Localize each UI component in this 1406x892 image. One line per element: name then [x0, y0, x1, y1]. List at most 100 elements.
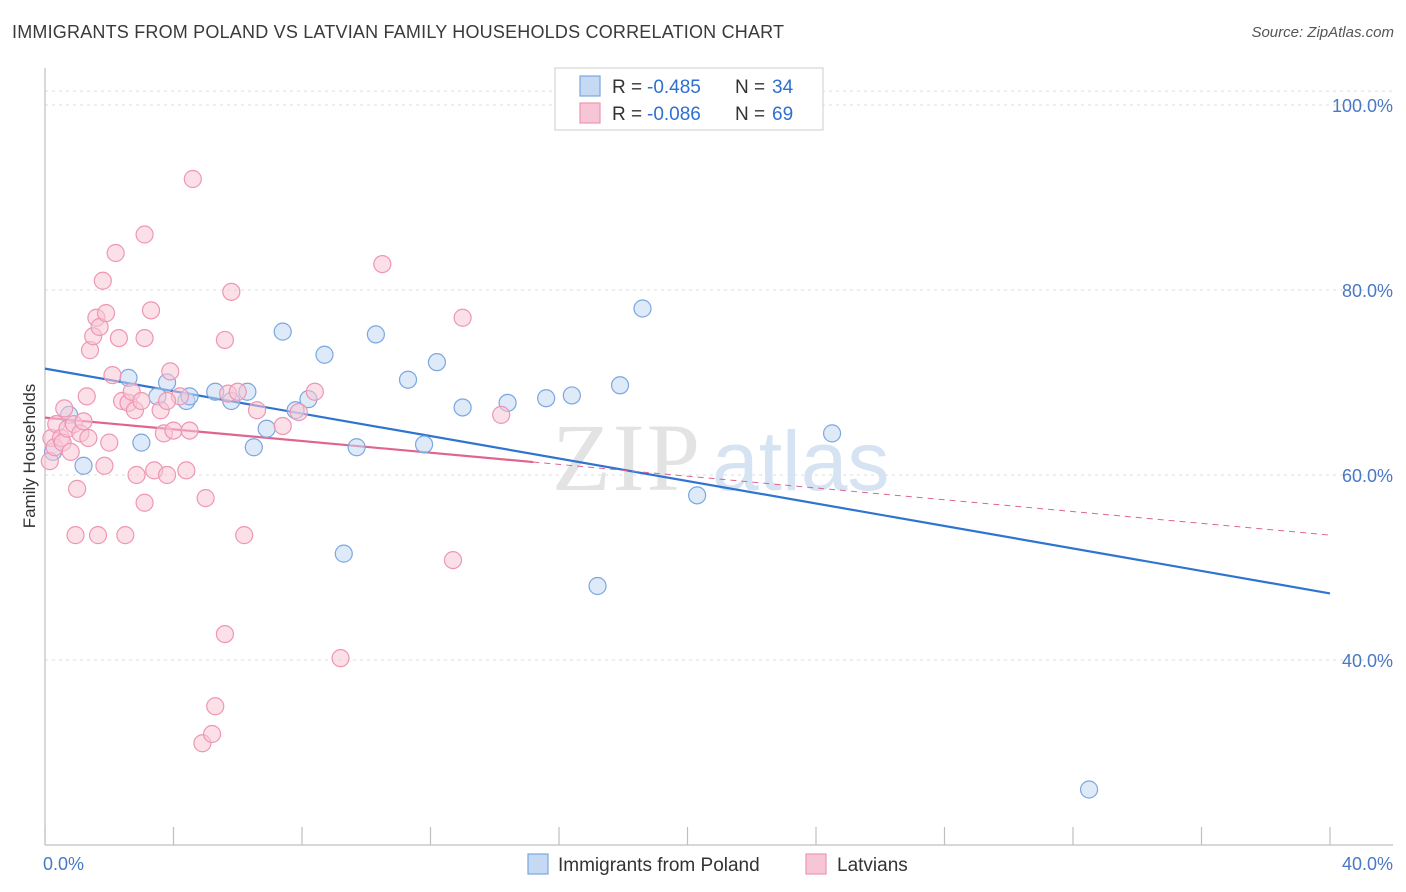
point-series1-42 [157, 465, 177, 485]
watermark: ZIP atlas [552, 404, 889, 511]
point-series0-21 [398, 370, 418, 389]
y-tick-label-1: 80.0% [1342, 281, 1393, 301]
point-series0-13 [257, 419, 276, 438]
point-series0-30 [633, 299, 652, 318]
point-series0-4 [132, 433, 151, 452]
bottom-legend-swatch-poland [527, 853, 549, 875]
y-tick-label-2: 60.0% [1342, 466, 1393, 486]
y-tick-label-0: 100.0% [1332, 96, 1393, 116]
point-series1-24 [100, 433, 119, 452]
point-series0-32 [822, 424, 842, 443]
point-series1-56 [222, 282, 241, 301]
point-series1-68 [157, 391, 177, 411]
point-series0-14 [273, 322, 292, 341]
point-series0-12 [244, 438, 263, 457]
point-series0-2 [74, 456, 93, 475]
point-series1-14 [77, 387, 96, 406]
point-series0-27 [562, 386, 581, 405]
point-series1-29 [116, 526, 135, 545]
point-series1-52 [206, 697, 225, 716]
point-series1-50 [196, 489, 215, 508]
watermark-zip: ZIP [552, 404, 702, 511]
point-series1-66 [453, 308, 472, 327]
point-series1-60 [273, 416, 292, 436]
x-tick-label-1: 40.0% [1342, 854, 1393, 874]
y-tick-label-3: 40.0% [1342, 651, 1393, 671]
point-series1-34 [132, 391, 151, 411]
point-series1-53 [215, 624, 234, 644]
point-series1-23 [96, 304, 116, 323]
point-series1-19 [88, 526, 108, 545]
legend-r-value-2: -0.086 [647, 104, 701, 125]
point-series1-43 [161, 362, 180, 381]
trend-line-dashed-1 [533, 461, 1331, 536]
point-series1-47 [180, 421, 199, 440]
legend-swatch-latvians [579, 102, 601, 124]
point-series1-21 [93, 271, 112, 290]
point-series0-22 [414, 435, 434, 454]
legend-r-value-1: -0.485 [647, 77, 701, 98]
bottom-legend-swatch-latvians [805, 853, 827, 875]
watermark-atlas: atlas [712, 414, 889, 508]
point-series1-58 [235, 526, 254, 545]
point-series1-67 [492, 405, 511, 424]
point-series0-31 [688, 486, 707, 505]
point-series1-6 [55, 399, 74, 418]
point-series1-62 [305, 382, 324, 401]
y-tick-labels: 100.0% 80.0% 60.0% 40.0% [1332, 96, 1393, 671]
point-series0-23 [427, 353, 447, 372]
point-series1-10 [68, 479, 87, 498]
point-series1-25 [103, 366, 122, 385]
point-series1-35 [135, 493, 154, 512]
point-series1-26 [106, 243, 125, 263]
point-series1-57 [228, 382, 247, 401]
point-series1-64 [373, 255, 392, 274]
point-series1-11 [66, 526, 85, 545]
bottom-legend: Immigrants from Poland Latvians [527, 853, 908, 876]
point-series1-63 [331, 649, 350, 668]
y-axis-label: Family Households [20, 384, 39, 529]
x-tick-label-0: 0.0% [43, 854, 84, 874]
point-series1-59 [247, 401, 267, 420]
point-series0-26 [537, 389, 556, 408]
point-series0-24 [453, 398, 472, 417]
legend-box: R = -0.485 N = 34 R = -0.086 N = 69 [554, 67, 824, 131]
point-series1-37 [135, 225, 154, 244]
point-series1-51 [202, 724, 222, 744]
point-series1-65 [443, 550, 463, 570]
point-series1-44 [164, 421, 183, 440]
x-tick-labels: 0.0% 40.0% [43, 854, 1393, 874]
point-series0-28 [588, 576, 607, 596]
legend-r-label-2: R = [612, 104, 647, 125]
point-series1-22 [95, 456, 114, 475]
point-series0-18 [334, 544, 353, 563]
point-series1-46 [177, 461, 196, 480]
point-series0-29 [610, 376, 630, 395]
legend-n-value-2: 69 [772, 104, 793, 125]
data-points [40, 169, 1099, 799]
point-series1-36 [135, 329, 154, 348]
point-series0-17 [315, 345, 334, 364]
chart-title: IMMIGRANTS FROM POLAND VS LATVIAN FAMILY… [12, 22, 785, 42]
point-series1-48 [183, 169, 202, 189]
legend-r-label-1: R = [612, 77, 647, 98]
gridlines [45, 90, 1393, 661]
source-label: Source: ZipAtlas.com [1251, 24, 1394, 41]
trend-line-1 [44, 416, 534, 464]
legend-n-label-2: N = [735, 104, 770, 125]
legend-n-value-1: 34 [772, 77, 794, 98]
point-series1-27 [109, 329, 128, 348]
legend-n-label-1: N = [735, 77, 770, 98]
bottom-legend-label-latvians: Latvians [837, 855, 908, 876]
point-series0-20 [366, 325, 385, 344]
point-series1-15 [79, 428, 98, 448]
point-series1-8 [61, 442, 80, 461]
point-series0-19 [347, 438, 366, 457]
point-series1-54 [215, 330, 234, 350]
legend-swatch-poland [579, 75, 601, 97]
point-series1-33 [127, 465, 146, 485]
bottom-legend-label-poland: Immigrants from Poland [558, 855, 760, 876]
axes [44, 68, 1393, 846]
point-series1-61 [289, 403, 308, 422]
